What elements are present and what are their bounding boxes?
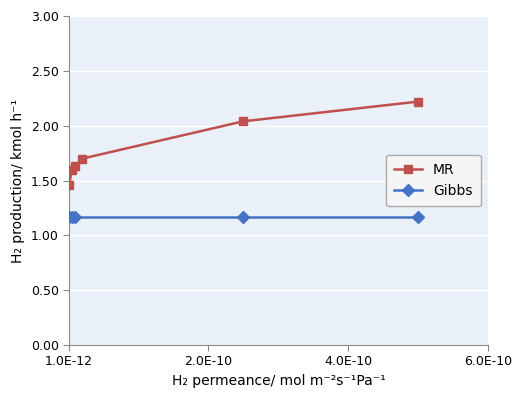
Line: MR: MR	[65, 97, 422, 189]
Line: Gibbs: Gibbs	[65, 213, 422, 221]
MR	[240, 119, 246, 124]
Gibbs	[72, 214, 78, 219]
Gibbs	[66, 214, 72, 219]
Legend: MR, Gibbs: MR, Gibbs	[386, 155, 481, 206]
MR	[69, 167, 75, 172]
MR	[66, 182, 72, 187]
MR	[415, 99, 421, 104]
X-axis label: H₂ permeance/ mol m⁻²s⁻¹Pa⁻¹: H₂ permeance/ mol m⁻²s⁻¹Pa⁻¹	[172, 374, 385, 388]
Gibbs	[69, 214, 75, 219]
MR	[72, 164, 78, 169]
Y-axis label: H₂ production/ kmol h⁻¹: H₂ production/ kmol h⁻¹	[11, 99, 25, 263]
Gibbs	[240, 214, 246, 219]
Gibbs	[415, 214, 421, 219]
MR	[79, 156, 85, 161]
